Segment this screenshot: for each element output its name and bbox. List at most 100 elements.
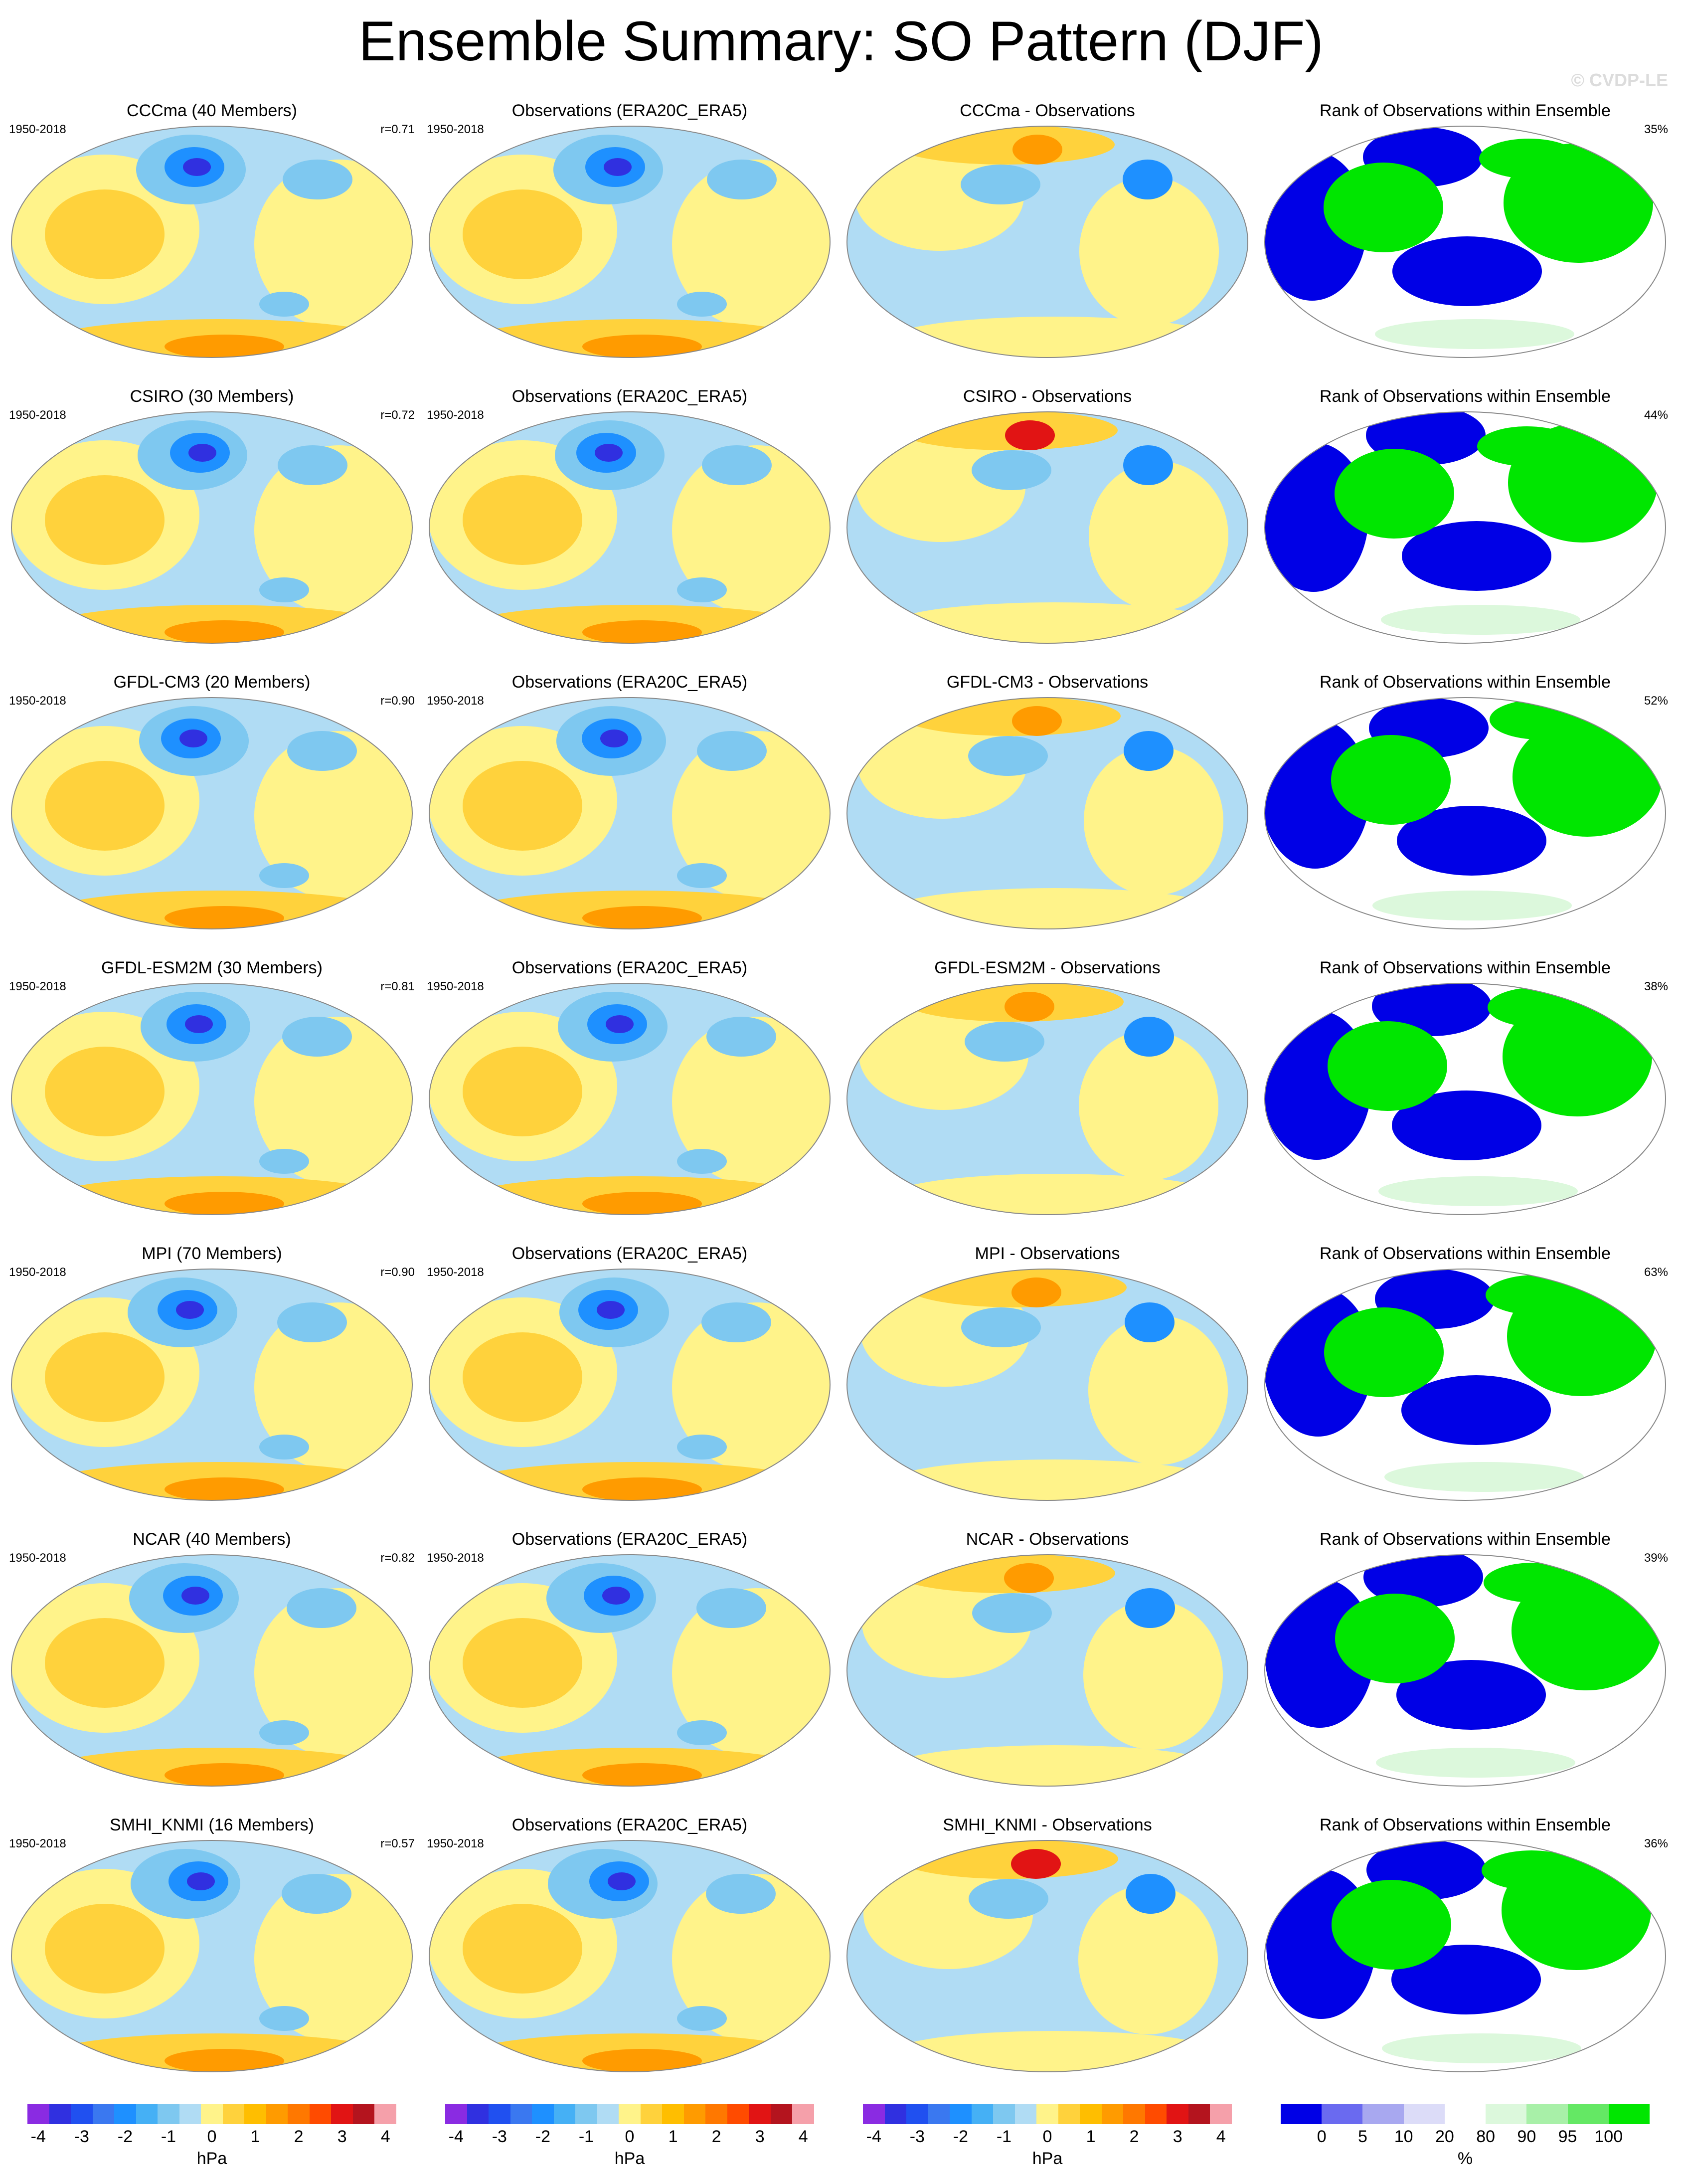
positive-core (582, 906, 702, 929)
diff-panel: CSIRO - Observations (841, 385, 1254, 662)
negative-core (179, 729, 207, 747)
positive-anomaly (463, 1332, 582, 1422)
colorbar-swatch (1444, 2104, 1486, 2124)
positive-core (582, 335, 702, 358)
correlation-label: r=0.81 (380, 980, 415, 993)
negative-core (181, 1587, 209, 1605)
positive-core (582, 1192, 702, 1215)
negative-core (604, 158, 632, 176)
model-map (11, 126, 413, 358)
globe-outline (11, 1269, 413, 1501)
rank-high-region (1332, 1880, 1451, 1970)
negative-anomaly (965, 1022, 1044, 1062)
negative-anomaly (259, 2006, 309, 2031)
model-panel: MPI (70 Members) 1950-2018 r=0.90 (5, 1243, 419, 1519)
colorbar-swatch (510, 2104, 532, 2124)
negative-anomaly (968, 736, 1048, 776)
correlation-label: r=0.90 (380, 694, 415, 708)
colorbar-swatch (884, 2104, 907, 2124)
colorbar-swatch (27, 2104, 50, 2124)
rank-map (1264, 1840, 1666, 2072)
rank-panel: Rank of Observations within Ensemble 52% (1258, 671, 1672, 948)
panel-title: SMHI_KNMI (16 Members) (110, 1816, 314, 1834)
panel-title: Observations (ERA20C_ERA5) (511, 387, 748, 406)
negative-anomaly (677, 1149, 727, 1174)
diff-map (846, 1840, 1248, 2072)
positive-anomaly (672, 1588, 830, 1758)
positive-anomaly (672, 1017, 830, 1186)
globe-outline (1264, 1269, 1666, 1501)
rank-low-region (1391, 1945, 1541, 2014)
globe-outline (11, 411, 413, 644)
positive-anomaly (45, 1904, 165, 1994)
colorbar-unit-label: % (1457, 2149, 1473, 2168)
colorbar-tick-label: 10 (1394, 2127, 1413, 2146)
colorbar-tick-label: -2 (535, 2127, 550, 2146)
positive-anomaly (672, 445, 830, 615)
model-panel: GFDL-CM3 (20 Members) 1950-2018 r=0.90 (5, 671, 419, 948)
obs-panel: Observations (ERA20C_ERA5) 1950-2018 (423, 100, 837, 376)
negative-anomaly (701, 1302, 771, 1342)
negative-anomaly (287, 1588, 356, 1628)
globe-outline (429, 983, 831, 1215)
globe-outline (429, 411, 831, 644)
model-panel: NCAR (40 Members) 1950-2018 r=0.82 (5, 1528, 419, 1805)
positive-anomaly (895, 126, 1115, 165)
rank-percent-label: 44% (1644, 408, 1668, 422)
positive-core (1011, 1849, 1061, 1879)
positive-anomaly (1084, 746, 1223, 896)
positive-anomaly (254, 1017, 412, 1186)
period-label: 1950-2018 (427, 980, 484, 993)
rank-mid-region (1378, 1176, 1578, 1206)
panel-title: CSIRO - Observations (963, 387, 1132, 406)
colorbar-tick-label: 3 (1173, 2127, 1182, 2146)
correlation-label: r=0.82 (380, 1551, 415, 1565)
colorbar-tick-label: 100 (1594, 2127, 1623, 2146)
rank-mid-region (1382, 2033, 1581, 2063)
colorbar-swatch (179, 2104, 201, 2124)
colorbar-swatch (467, 2104, 489, 2124)
rank-map (1264, 697, 1666, 929)
rank-high-region (1335, 1594, 1455, 1683)
colorbar-swatch (597, 2104, 619, 2124)
colorbar-tick-label: -1 (578, 2127, 594, 2146)
model-map (11, 1840, 413, 2072)
positive-core (1012, 135, 1062, 165)
colorbar-tick-label: -3 (492, 2127, 507, 2146)
negative-core (176, 1301, 204, 1319)
colorbar-tick-label: 20 (1435, 2127, 1454, 2146)
model-map (11, 983, 413, 1215)
positive-anomaly (1088, 1315, 1228, 1465)
negative-anomaly (259, 577, 309, 602)
rank-panel: Rank of Observations within Ensemble 35% (1258, 100, 1672, 376)
colorbar-swatch (575, 2104, 598, 2124)
rank-low-region (1397, 806, 1546, 876)
colorbar-tick-label: 3 (337, 2127, 347, 2146)
colorbar-swatch (1123, 2104, 1146, 2124)
rank-colorbar: 0 5 10 20 80 90 95 100% (1281, 2099, 1660, 2174)
colorbar-tick-label: 0 (625, 2127, 635, 2146)
rank-panel: Rank of Observations within Ensemble 38% (1258, 957, 1672, 1234)
negative-anomaly (702, 445, 772, 485)
model-panel: GFDL-ESM2M (30 Members) 1950-2018 r=0.81 (5, 957, 419, 1234)
negative-anomaly (1125, 1302, 1175, 1342)
globe-outline (429, 1269, 831, 1501)
globe-outline (1264, 126, 1666, 358)
colorbar-tick-label: 5 (1357, 2127, 1367, 2146)
panel-title: GFDL-ESM2M (30 Members) (101, 958, 323, 977)
panel-title: Observations (ERA20C_ERA5) (511, 958, 748, 977)
negative-anomaly (283, 160, 352, 199)
diff-panel: CCCma - Observations (841, 100, 1254, 376)
negative-anomaly (677, 1720, 727, 1745)
colorbar-swatch (309, 2104, 332, 2124)
model-panel: SMHI_KNMI (16 Members) 1950-2018 r=0.57 (5, 1814, 419, 2091)
diff-map (846, 1554, 1248, 1787)
rank-mid-region (1384, 1462, 1584, 1492)
rank-high-region (1331, 735, 1451, 825)
positive-anomaly (45, 475, 165, 565)
colorbar-tick-label: -4 (448, 2127, 464, 2146)
panel-title: Observations (ERA20C_ERA5) (511, 101, 748, 120)
negative-anomaly (961, 1307, 1041, 1347)
colorbar-tick-label: 2 (1129, 2127, 1139, 2146)
colorbar-swatch (971, 2104, 994, 2124)
